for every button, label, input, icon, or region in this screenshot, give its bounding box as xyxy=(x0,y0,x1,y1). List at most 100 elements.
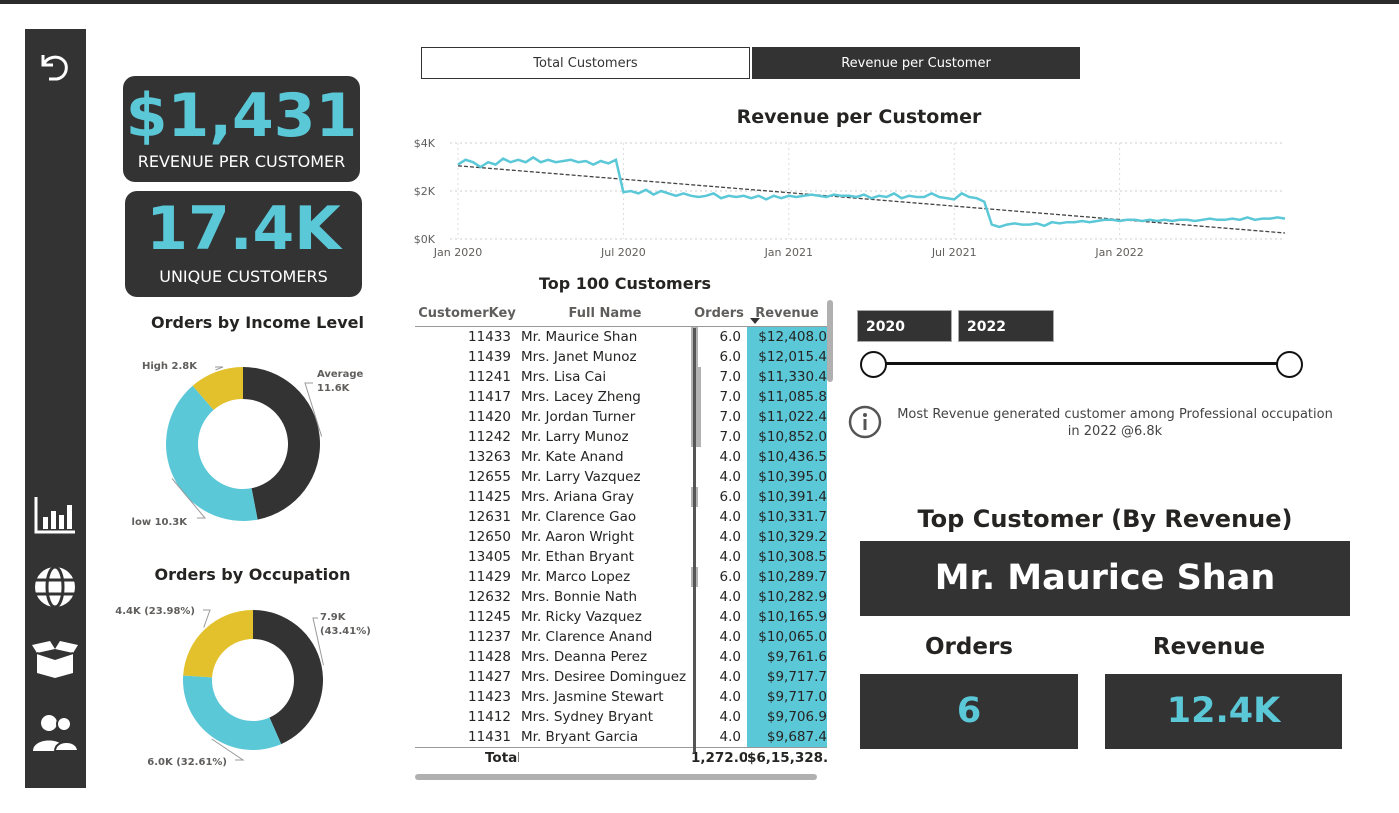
table-row[interactable]: 12650 Mr. Aaron Wright 4.0 $10,329.2 xyxy=(415,527,827,547)
full-name-cell: Mr. Marco Lopez xyxy=(521,569,631,585)
box-icon[interactable] xyxy=(31,635,79,683)
total-label: Total xyxy=(415,747,519,768)
orders-text: 4.0 xyxy=(719,529,741,545)
total-customers-button[interactable]: Total Customers xyxy=(421,47,750,79)
insight-text: Most Revenue generated customer among Pr… xyxy=(897,407,1333,439)
table-row[interactable]: 11237 Mr. Clarence Anand 4.0 $10,065.0 xyxy=(415,627,827,647)
orders-cell: 7.0 xyxy=(691,367,747,387)
customer-key-cell: 13405 xyxy=(468,549,511,565)
slider-start-input[interactable]: 2020 xyxy=(857,310,952,342)
bar-chart-icon[interactable] xyxy=(31,491,79,539)
orders-cell: 4.0 xyxy=(691,547,747,567)
table-row[interactable]: 13263 Mr. Kate Anand 4.0 $10,436.5 xyxy=(415,447,827,467)
full-name-cell: Mrs. Lacey Zheng xyxy=(521,389,641,405)
full-name-cell: Mrs. Desiree Dominguez xyxy=(521,669,687,685)
x-tick-label: Jul 2021 xyxy=(931,246,977,259)
table-row[interactable]: 12655 Mr. Larry Vazquez 4.0 $10,395.0 xyxy=(415,467,827,487)
back-icon[interactable] xyxy=(31,43,79,91)
slider-start-handle[interactable] xyxy=(860,351,887,378)
orders-text: 4.0 xyxy=(719,509,741,525)
donut-slice[interactable] xyxy=(192,367,243,410)
customer-key-cell: 11420 xyxy=(468,409,511,425)
revenue-line-chart: $0K $2K $4K Jan 2020 Jul 2020 Jan 2021 Jul 202… xyxy=(414,137,1286,259)
revenue-series-line[interactable] xyxy=(457,155,1286,229)
table-row[interactable]: 11423 Mrs. Jasmine Stewart 4.0 $9,717.0 xyxy=(415,687,827,707)
table-row[interactable]: 12631 Mr. Clarence Gao 4.0 $10,331.7 xyxy=(415,507,827,527)
full-name-cell: Mrs. Sydney Bryant xyxy=(521,709,654,725)
kpi-value: 17.4K xyxy=(146,194,341,264)
top-customer-name: Mr. Maurice Shan xyxy=(860,541,1350,616)
revenue-cell: $9,761.6 xyxy=(747,647,827,667)
donut-slice[interactable] xyxy=(243,367,321,520)
y-tick-label: $4K xyxy=(414,137,436,150)
column-header-full-name[interactable]: Full Name xyxy=(519,300,691,327)
orders-text: 6.0 xyxy=(719,329,741,345)
full-name-cell: Mr. Ricky Vazquez xyxy=(521,609,642,625)
table-row[interactable]: 11245 Mr. Ricky Vazquez 4.0 $10,165.9 xyxy=(415,607,827,627)
revenue-per-customer-button[interactable]: Revenue per Customer xyxy=(752,47,1080,79)
users-icon[interactable] xyxy=(31,709,79,757)
customer-key-cell: 11412 xyxy=(468,709,511,725)
customer-key-cell: 11242 xyxy=(468,429,511,445)
info-icon xyxy=(848,405,882,439)
leader-line xyxy=(215,366,224,371)
sort-descending-icon[interactable] xyxy=(750,318,760,324)
customer-key-cell: 11423 xyxy=(468,689,511,705)
table-row[interactable]: 11427 Mrs. Desiree Dominguez 4.0 $9,717.7 xyxy=(415,667,827,687)
table-vertical-scrollbar[interactable] xyxy=(827,300,833,382)
donut-slice[interactable] xyxy=(253,610,324,745)
donut-slice[interactable] xyxy=(165,385,258,521)
table-row[interactable]: 11241 Mrs. Lisa Cai 7.0 $11,330.4 xyxy=(415,367,827,387)
slider-end-input[interactable]: 2022 xyxy=(958,310,1054,342)
full-name-cell: Mr. Clarence Gao xyxy=(521,509,637,525)
column-header-orders[interactable]: Orders xyxy=(691,300,747,327)
x-tick-label: Jul 2020 xyxy=(600,246,646,259)
donut-slice[interactable] xyxy=(183,610,253,678)
table-row[interactable]: 13405 Mr. Ethan Bryant 4.0 $10,308.5 xyxy=(415,547,827,567)
orders-bar xyxy=(691,367,701,387)
customer-key-cell: 11425 xyxy=(468,489,511,505)
orders-cell: 4.0 xyxy=(691,447,747,467)
slider-track[interactable] xyxy=(873,362,1289,365)
orders-cell: 6.0 xyxy=(691,347,747,367)
revenue-cell: $9,706.9 xyxy=(747,707,827,727)
table-row[interactable]: 11242 Mr. Larry Munoz 7.0 $10,852.0 xyxy=(415,427,827,447)
orders-bar xyxy=(691,427,701,447)
revenue-cell: $9,717.7 xyxy=(747,667,827,687)
orders-text: 7.0 xyxy=(719,429,741,445)
customer-key-cell: 11245 xyxy=(468,609,511,625)
y-tick-label: $2K xyxy=(414,185,436,198)
table-row[interactable]: 11417 Mrs. Lacey Zheng 7.0 $11,085.8 xyxy=(415,387,827,407)
table-row[interactable]: 11439 Mrs. Janet Munoz 6.0 $12,015.4 xyxy=(415,347,827,367)
table-row[interactable]: 11412 Mrs. Sydney Bryant 4.0 $9,706.9 xyxy=(415,707,827,727)
table-row[interactable]: 11420 Mr. Jordan Turner 7.0 $11,022.4 xyxy=(415,407,827,427)
leader-line xyxy=(312,617,324,666)
orders-cell: 7.0 xyxy=(691,407,747,427)
column-header-revenue[interactable]: Revenue xyxy=(747,300,827,327)
column-header-customerkey[interactable]: CustomerKey xyxy=(415,300,519,327)
x-tick-label: Jan 2020 xyxy=(433,246,482,259)
y-tick-label: $0K xyxy=(414,233,436,246)
globe-icon[interactable] xyxy=(31,563,79,611)
orders-cell: 4.0 xyxy=(691,467,747,487)
orders-cell: 4.0 xyxy=(691,607,747,627)
table-row[interactable]: 11431 Mr. Bryant Garcia 4.0 $9,687.4 xyxy=(415,727,827,748)
revenue-cell: $10,852.0 xyxy=(747,427,827,447)
total-revenue: $6,15,328.6 xyxy=(747,747,827,768)
full-name-cell: Mr. Larry Vazquez xyxy=(521,469,641,485)
orders-text: 4.0 xyxy=(719,609,741,625)
customer-key-cell: 11439 xyxy=(468,349,511,365)
table-row[interactable]: 12632 Mrs. Bonnie Nath 4.0 $10,282.9 xyxy=(415,587,827,607)
table-row[interactable]: 11429 Mr. Marco Lopez 6.0 $10,289.7 xyxy=(415,567,827,587)
slider-end-handle[interactable] xyxy=(1276,351,1303,378)
donut-data-label: (43.41%) xyxy=(320,626,371,637)
orders-text: 7.0 xyxy=(719,369,741,385)
table-horizontal-scrollbar[interactable] xyxy=(415,774,817,780)
table-row[interactable]: 11425 Mrs. Ariana Gray 6.0 $10,391.4 xyxy=(415,487,827,507)
customer-key-cell: 11431 xyxy=(468,729,511,745)
table-row[interactable]: 11433 Mr. Maurice Shan 6.0 $12,408.0 xyxy=(415,326,827,347)
donut-slice[interactable] xyxy=(182,675,282,750)
customer-key-cell: 11237 xyxy=(468,629,511,645)
top-customers-table[interactable]: CustomerKey Full Name Orders Revenue 114… xyxy=(415,300,827,768)
table-row[interactable]: 11428 Mrs. Deanna Perez 4.0 $9,761.6 xyxy=(415,647,827,667)
